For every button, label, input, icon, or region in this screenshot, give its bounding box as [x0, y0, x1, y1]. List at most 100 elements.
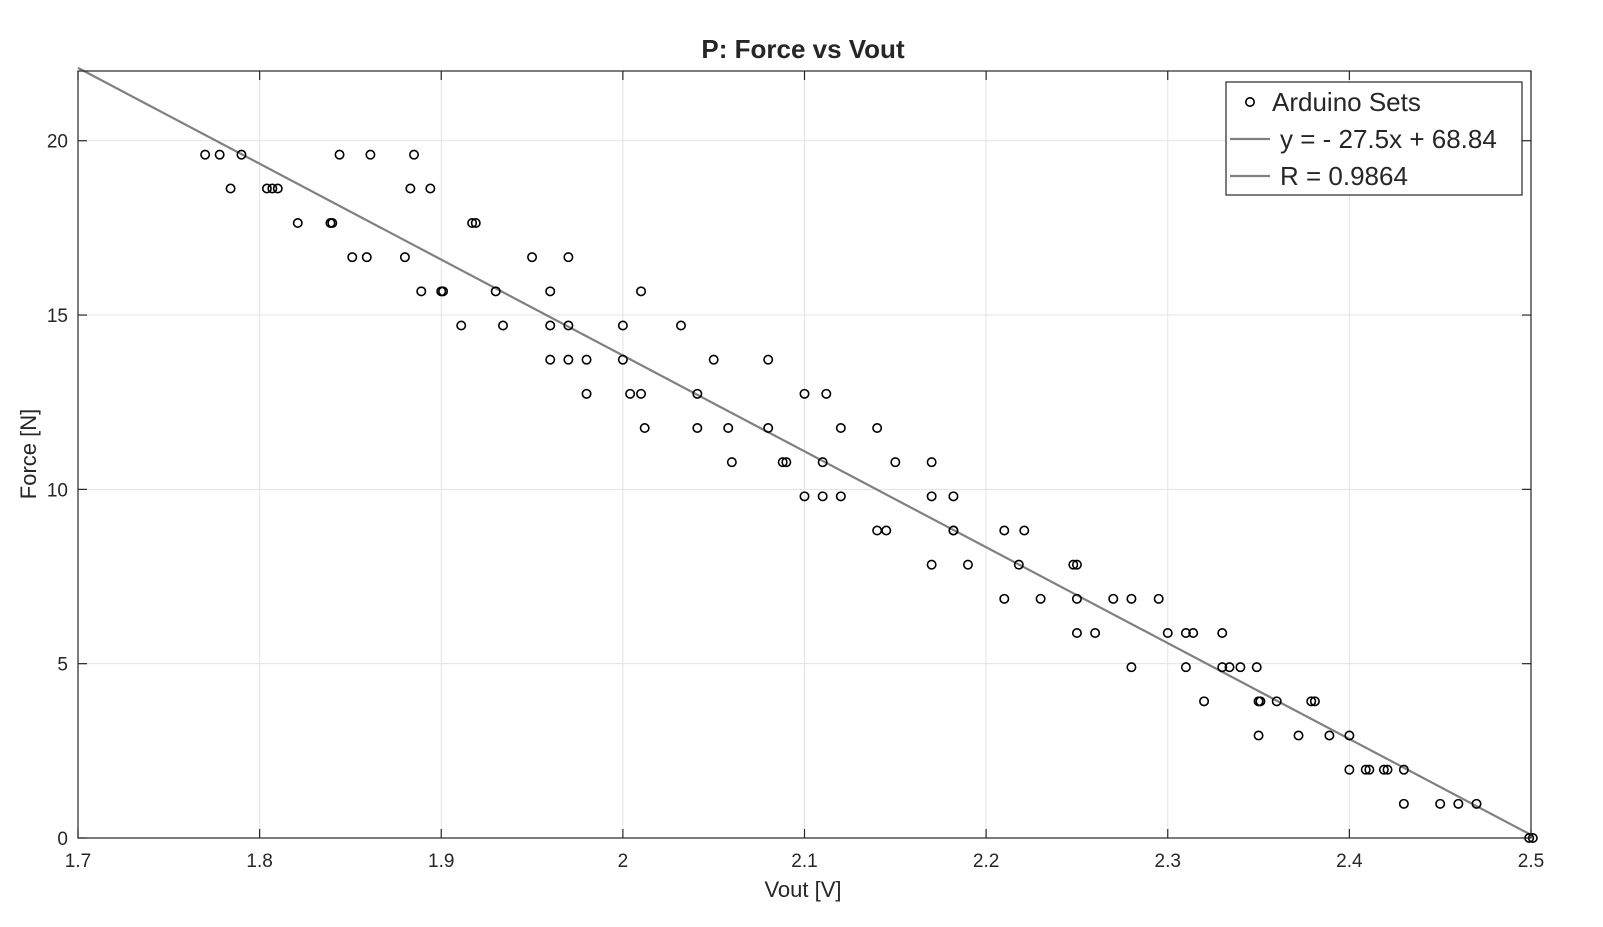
data-point	[777, 457, 788, 468]
data-point	[999, 525, 1010, 536]
data-point	[267, 183, 278, 194]
data-point	[1344, 764, 1355, 775]
data-point	[1224, 662, 1235, 673]
data-point	[617, 320, 628, 331]
data-point	[1180, 662, 1191, 673]
data-point	[962, 559, 973, 570]
y-tick-label: 0	[57, 829, 68, 850]
data-point	[1309, 696, 1320, 707]
x-tick-label: 1.9	[428, 851, 454, 872]
data-point	[581, 388, 592, 399]
data-point	[581, 354, 592, 365]
data-point	[1071, 559, 1082, 570]
data-point	[1255, 696, 1266, 707]
x-tick-label: 1.8	[246, 851, 272, 872]
data-point	[365, 149, 376, 160]
data-point	[1162, 628, 1173, 639]
data-point	[1126, 662, 1137, 673]
data-point	[200, 149, 211, 160]
data-point	[563, 354, 574, 365]
data-point	[872, 423, 883, 434]
data-point	[545, 320, 556, 331]
data-point	[781, 457, 792, 468]
data-point	[817, 491, 828, 502]
data-point	[361, 252, 372, 263]
x-tick-label: 2.4	[1336, 851, 1363, 872]
data-point	[347, 252, 358, 263]
data-point	[1090, 628, 1101, 639]
data-point	[1271, 696, 1282, 707]
x-tick-label: 2.5	[1518, 851, 1544, 872]
data-point	[926, 559, 937, 570]
data-point	[438, 286, 449, 297]
data-point	[334, 149, 345, 160]
data-point	[799, 491, 810, 502]
data-point	[470, 218, 481, 229]
data-point	[763, 423, 774, 434]
data-point	[261, 183, 272, 194]
data-point	[723, 423, 734, 434]
data-point	[999, 593, 1010, 604]
y-tick-label: 15	[47, 306, 68, 327]
data-point	[881, 525, 892, 536]
data-point	[1019, 525, 1030, 536]
data-point	[1188, 628, 1199, 639]
data-point	[692, 423, 703, 434]
data-point	[1306, 696, 1317, 707]
data-point	[416, 286, 427, 297]
data-point	[490, 286, 501, 297]
data-point	[1253, 730, 1264, 741]
data-point	[1199, 696, 1210, 707]
data-point	[763, 354, 774, 365]
data-point	[327, 218, 338, 229]
x-tick-label: 2.3	[1155, 851, 1181, 872]
data-point	[708, 354, 719, 365]
data-point	[292, 218, 303, 229]
data-point	[1235, 662, 1246, 673]
data-point	[1382, 764, 1393, 775]
data-point	[948, 491, 959, 502]
data-point	[1071, 593, 1082, 604]
data-point	[692, 388, 703, 399]
data-point	[563, 320, 574, 331]
data-point	[1217, 662, 1228, 673]
data-point	[817, 457, 828, 468]
legend: Arduino Sets y = - 27.5x + 68.84 R = 0.9…	[1225, 81, 1523, 196]
data-point	[636, 286, 647, 297]
data-point	[617, 354, 628, 365]
y-tick-label: 20	[47, 132, 68, 153]
data-point	[214, 149, 225, 160]
x-tick-label: 2.2	[973, 851, 999, 872]
data-point	[926, 457, 937, 468]
data-point	[1453, 798, 1464, 809]
data-point	[563, 252, 574, 263]
data-point	[636, 388, 647, 399]
data-point	[948, 525, 959, 536]
data-point	[467, 218, 478, 229]
y-tick-label: 5	[57, 655, 68, 676]
data-point	[639, 423, 650, 434]
data-point	[545, 286, 556, 297]
data-point	[1398, 764, 1409, 775]
plot-series	[77, 66, 1538, 843]
data-point	[1344, 730, 1355, 741]
data-point	[1071, 628, 1082, 639]
data-point	[498, 320, 509, 331]
data-point	[236, 149, 247, 160]
data-point	[545, 354, 556, 365]
data-point	[1013, 559, 1024, 570]
data-point	[1293, 730, 1304, 741]
legend-box	[1225, 81, 1523, 196]
data-point	[399, 252, 410, 263]
x-tick-label: 2	[618, 851, 629, 872]
data-point	[890, 457, 901, 468]
legend-label-fit-equation: y = - 27.5x + 68.84	[1280, 124, 1497, 154]
data-point	[1126, 593, 1137, 604]
data-point	[405, 183, 416, 194]
data-point	[1035, 593, 1046, 604]
data-point	[1068, 559, 1079, 570]
data-point	[821, 388, 832, 399]
data-point	[527, 252, 538, 263]
x-axis-label: Vout [V]	[764, 877, 841, 902]
